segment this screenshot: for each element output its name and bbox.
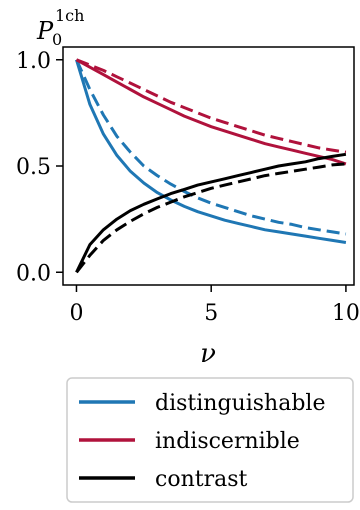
plot-frame — [62, 46, 355, 286]
x-tick-label: 5 — [204, 301, 218, 326]
legend-label: contrast — [155, 467, 247, 492]
x-tick-label: 10 — [332, 301, 360, 326]
legend-label: distinguishable — [155, 391, 325, 416]
series-layer — [75, 58, 347, 274]
y-tick-label: 1.0 — [16, 49, 51, 74]
y-tick-label: 0.0 — [16, 261, 51, 286]
y-tick-label: 0.5 — [16, 155, 51, 180]
tick-layer: 0 5 10 0.0 0.5 1.0 — [16, 49, 360, 326]
legend: distinguishable indiscernible contrast — [66, 377, 354, 503]
legend-label: indiscernible — [155, 429, 300, 454]
series-line-distinguishable-dashed — [75, 59, 347, 236]
x-axis-label: ν — [200, 339, 216, 369]
y-axis-label: P — [36, 17, 54, 45]
series-line-contrast-solid — [75, 152, 347, 273]
x-tick-label: 0 — [69, 301, 83, 326]
series-line-distinguishable-solid — [75, 59, 347, 244]
y-axis-label-subscript: 0 — [52, 30, 62, 49]
series-line-contrast-dashed — [75, 162, 347, 274]
series-line-indiscernible-dashed — [75, 58, 347, 154]
y-axis-label-superscript: 1ch — [55, 6, 84, 25]
legend-box — [66, 377, 354, 503]
series-line-indiscernible-solid — [75, 58, 347, 166]
